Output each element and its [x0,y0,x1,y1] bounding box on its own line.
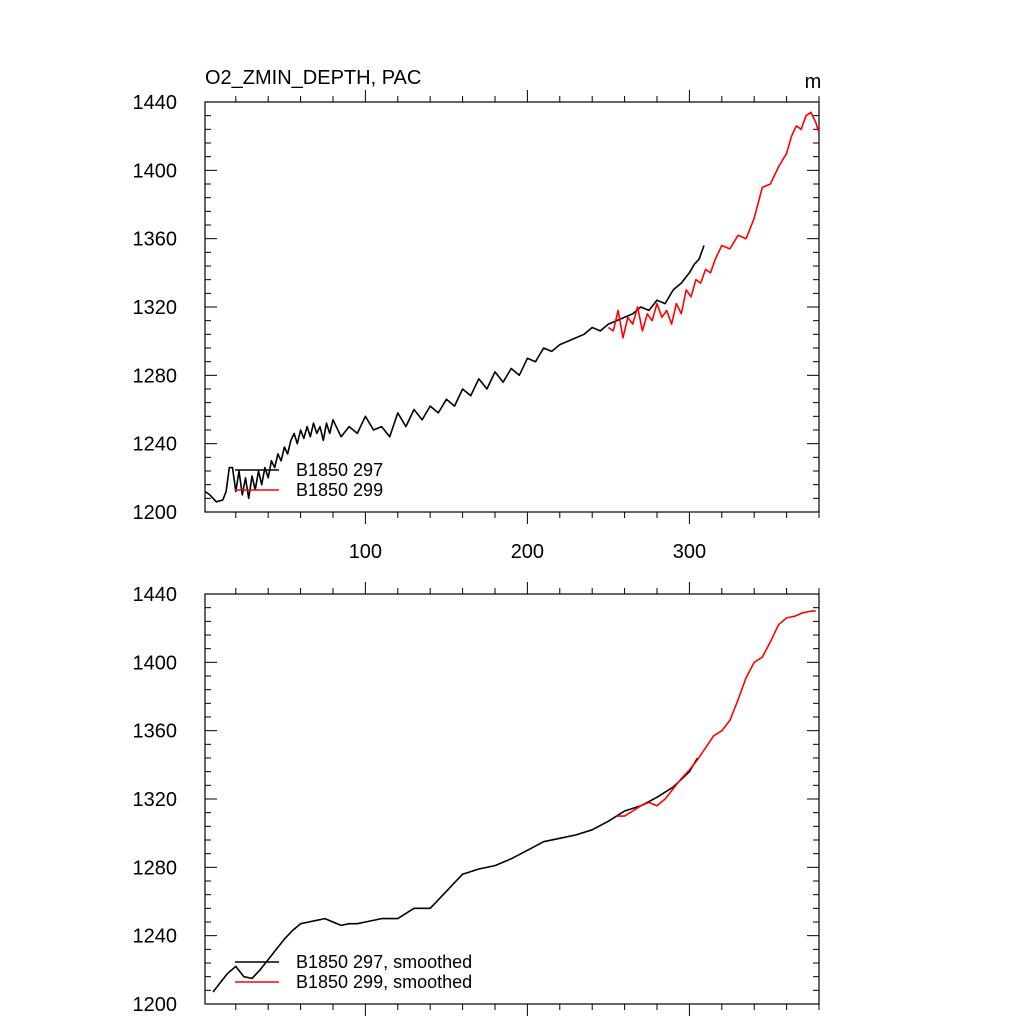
x-tick-label: 100 [349,541,382,563]
y-tick-label: 1320 [133,789,178,811]
y-tick-label: 1200 [133,502,178,524]
y-tick-label: 1440 [133,92,178,114]
y-tick-label: 1240 [133,434,178,456]
y-tick-label: 1360 [133,229,178,251]
y-tick-label: 1360 [133,721,178,743]
legend-label: B1850 297 [296,460,383,480]
y-tick-label: 1280 [133,365,178,387]
legend-label: B1850 299 [296,480,383,500]
chart-title: O2_ZMIN_DEPTH, PAC [205,67,421,89]
series-line-b1850-299 [616,610,816,817]
y-tick-label: 1240 [133,926,178,948]
plot-frame [204,101,820,513]
series-line-b1850-299 [607,111,820,339]
y-tick-label: 1200 [133,994,178,1016]
y-tick-label: 1400 [133,652,178,674]
y-tick-label: 1320 [133,297,178,319]
units-label: m [805,71,822,93]
legend-label: B1850 297, smoothed [296,952,472,972]
series-line-b1850-297 [204,245,705,503]
legend-label: B1850 299, smoothed [296,972,472,992]
plot-frame [204,593,820,1005]
y-tick-label: 1400 [133,160,178,182]
y-tick-label: 1440 [133,584,178,606]
series-line-b1850-297 [212,757,699,993]
bottom-panel: 1200 1240 1280 1320 1360 1400 1440 B1850 297, s… [133,582,820,1016]
top-panel: 1200 1240 1280 1320 1360 1400 1440 100 200 300 O2_… [133,67,822,563]
x-tick-label: 300 [673,541,706,563]
x-tick-label: 200 [511,541,544,563]
y-tick-label: 1280 [133,857,178,879]
